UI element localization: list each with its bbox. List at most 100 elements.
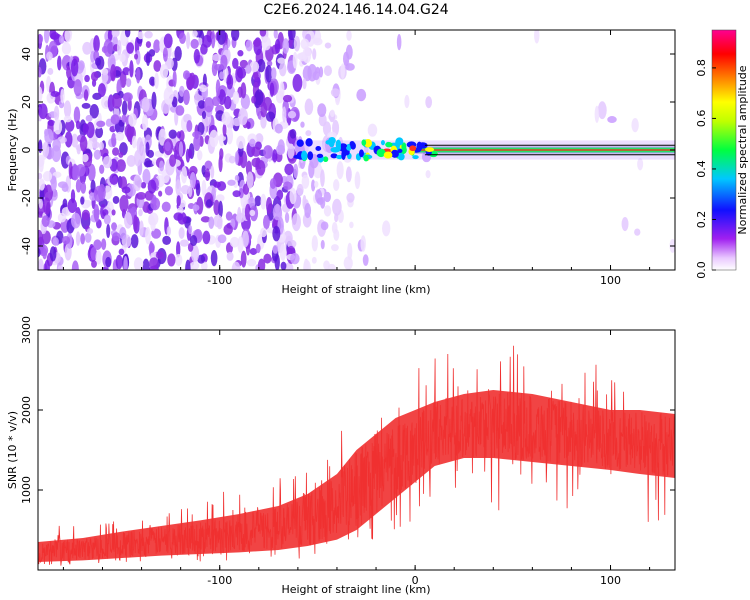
spectrogram-cell [287, 239, 297, 249]
ridge-blob [397, 153, 405, 161]
spectrogram-cell [47, 67, 54, 75]
spectrogram-cell [126, 42, 135, 54]
spectrogram-cell [631, 117, 639, 133]
spectrogram-cell [210, 165, 215, 179]
spectrogram-cell [201, 165, 206, 176]
spectrogram-cell [133, 174, 142, 192]
spectrogram-cell [61, 236, 71, 245]
spectrogram-cell [300, 121, 305, 128]
spectrogram-cell [211, 96, 221, 107]
spectrogram-cell [89, 104, 99, 119]
spectrogram-cell [257, 59, 266, 73]
spectrogram-cell [178, 32, 186, 44]
spectrogram-cell [53, 105, 60, 122]
spectrogram-cell [86, 228, 94, 235]
spectrogram-cell [282, 106, 287, 123]
spectrogram-cell [126, 154, 136, 167]
spectrogram-cell [213, 199, 220, 216]
ridge-blob [385, 141, 393, 148]
spectrogram-cell [124, 124, 135, 139]
spectrogram-cell [81, 209, 91, 221]
colorbar: 0.0 0.2 0.4 0.6 0.8 Normalized spectral ampl… [695, 29, 749, 279]
spectrogram-cell [137, 31, 144, 40]
spectrogram-cell [216, 30, 226, 45]
spectrogram-cell [252, 39, 261, 47]
spectrogram-cell [145, 51, 151, 67]
spectrogram-cell [346, 192, 355, 203]
spectrogram-cell [360, 235, 366, 252]
spectrogram-cell [93, 185, 104, 202]
spectrogram-cell [112, 147, 120, 156]
spectrogram-cell [621, 216, 629, 232]
spectrogram-cell [141, 96, 150, 113]
spectrogram-cell [172, 70, 177, 88]
spectrogram-cell [91, 260, 97, 268]
spectrogram-cell [57, 181, 68, 189]
spectrogram-cell [168, 129, 177, 139]
spectrogram-cell [232, 57, 239, 69]
spectrogram-cell [314, 180, 319, 188]
spectrogram-cell [196, 150, 203, 161]
spectrogram-cell [356, 88, 367, 102]
spectrogram-cell [67, 198, 78, 214]
spectrogram-cell [278, 62, 287, 77]
spectrogram-axes: -100 100 -40 -20 0 20 40 [20, 30, 675, 287]
spectrogram-cell [210, 30, 216, 49]
spectrogram-cell [52, 237, 59, 246]
spectrogram-cell [101, 238, 107, 251]
ridge-blob [336, 154, 343, 160]
spectrogram-y-tick-label: -40 [20, 237, 33, 255]
spectrogram-cell [76, 144, 81, 155]
spectrogram-cell [116, 159, 126, 172]
spectrogram-cell [38, 139, 43, 154]
spectrogram-cell [105, 118, 113, 127]
spectrogram-cell [71, 133, 79, 148]
spectrogram-cell [217, 234, 227, 244]
spectrogram-cell [73, 79, 83, 97]
spectrogram-cell [93, 239, 102, 251]
spectrogram-cell [256, 160, 266, 176]
spectrogram-cell [301, 174, 310, 189]
spectrogram-cell [315, 189, 323, 204]
spectrogram-cell [263, 253, 272, 264]
spectrogram-cell [260, 114, 267, 129]
spectrogram-cell [142, 168, 151, 185]
spectrogram-cell [204, 97, 214, 113]
spectrogram-cell [204, 168, 211, 182]
spectrogram-cell [38, 172, 43, 180]
spectrogram-cell [115, 131, 125, 141]
spectrogram-cell [112, 195, 120, 204]
spectrogram-cell [44, 184, 54, 202]
spectrogram-cell [312, 71, 320, 81]
spectrogram-cell [211, 60, 218, 77]
spectrogram-cell [164, 185, 174, 196]
spectrogram-cell [260, 227, 267, 238]
spectrogram-cell [232, 91, 240, 105]
spectrogram-cell [236, 67, 247, 79]
spectrogram-cell [111, 222, 118, 231]
spectrogram-cell [284, 212, 290, 224]
spectrogram-cell [330, 88, 340, 97]
spectrogram-cell [38, 198, 43, 209]
spectrogram-cell [210, 249, 218, 267]
spectrogram-cell [311, 256, 317, 264]
colorbar-tick-label: 0.6 [695, 110, 708, 128]
spectrogram-cell [44, 259, 50, 270]
snr-axes: -100 0 100 1000 2000 3000 [20, 316, 675, 587]
spectrogram-cell [265, 111, 276, 122]
spectrogram-cell [236, 135, 246, 149]
spectrogram-cell [634, 228, 641, 236]
spectrogram-cell [84, 74, 90, 83]
spectrogram-cell [320, 221, 329, 231]
spectrogram-cell [75, 179, 82, 193]
spectrogram-cell [153, 39, 161, 54]
spectrogram-cell [186, 120, 193, 133]
colorbar-tick-label: 0.4 [695, 160, 708, 178]
spectrogram-cell [279, 81, 285, 99]
spectrogram-cell [333, 179, 340, 191]
ridge-blob [330, 153, 338, 159]
spectrogram-cell [101, 72, 109, 83]
spectrogram-cell [43, 30, 50, 44]
spectrogram-cell [134, 53, 139, 60]
spectrogram-cell [345, 44, 353, 60]
